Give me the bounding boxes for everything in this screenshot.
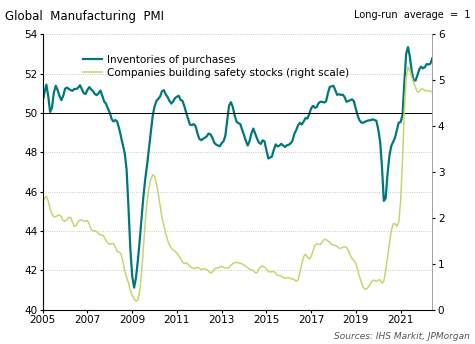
Legend: Inventories of purchases, Companies building safety stocks (right scale): Inventories of purchases, Companies buil… [79, 51, 353, 82]
Text: Global  Manufacturing  PMI: Global Manufacturing PMI [5, 10, 164, 23]
Text: Long-run  average  =  1: Long-run average = 1 [354, 10, 470, 20]
Text: Sources: IHS Markit, JPMorgan: Sources: IHS Markit, JPMorgan [334, 332, 470, 341]
